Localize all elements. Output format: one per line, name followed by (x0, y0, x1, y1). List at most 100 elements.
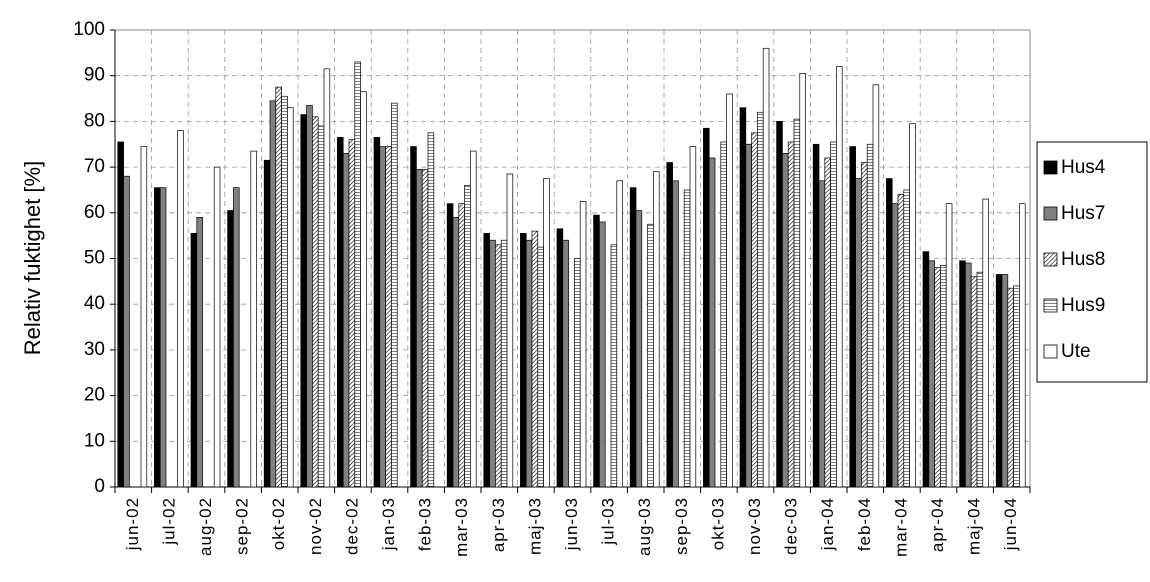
bar (745, 143, 752, 488)
y-tick-label: 100 (73, 19, 105, 40)
legend-label: Hus9 (1061, 295, 1105, 316)
bar (154, 187, 161, 488)
bar (799, 73, 806, 488)
bar (1019, 203, 1026, 488)
bar (312, 116, 319, 488)
x-tick-label: jun-04 (1001, 497, 1020, 551)
legend-label: Ute (1061, 341, 1091, 362)
bar (891, 203, 899, 488)
bar (672, 180, 679, 488)
bar (787, 141, 795, 488)
x-tick-label: nov-03 (745, 497, 764, 555)
bar (965, 262, 972, 488)
legend-swatch (1043, 206, 1058, 221)
bar (500, 239, 508, 488)
bar (866, 143, 874, 488)
bar (410, 146, 417, 488)
legend-swatch (1043, 344, 1058, 359)
bar (520, 233, 527, 488)
bar (762, 47, 770, 488)
y-tick-label: 0 (94, 476, 105, 497)
bar (836, 66, 843, 488)
bar (574, 258, 581, 488)
bar (562, 239, 569, 488)
bar (117, 141, 124, 488)
bar (421, 169, 429, 488)
bar (855, 178, 862, 488)
bar (360, 91, 367, 488)
bar (995, 274, 1003, 488)
bar (629, 187, 637, 488)
bar (287, 107, 294, 488)
bar (928, 260, 935, 488)
bar (140, 146, 148, 488)
bar (227, 210, 234, 488)
bar (635, 210, 643, 488)
bar (776, 121, 783, 488)
bar (903, 189, 910, 488)
x-tick-label: jan-04 (818, 497, 837, 551)
bar (506, 173, 514, 488)
y-tick-label: 70 (84, 156, 105, 177)
y-tick-label: 20 (84, 385, 105, 406)
legend-label: Hus4 (1061, 157, 1106, 178)
bar (379, 146, 386, 488)
bar (824, 157, 831, 488)
x-tick-label: okt-03 (708, 497, 727, 550)
x-tick-label: jun-02 (123, 497, 142, 551)
bar (818, 180, 826, 488)
bar (793, 118, 801, 488)
bar (470, 150, 477, 488)
bar (579, 201, 587, 488)
y-tick-label: 10 (84, 430, 105, 451)
bar (556, 228, 564, 488)
bar (720, 141, 727, 488)
bar (1007, 287, 1014, 488)
bar (269, 100, 277, 488)
bar (683, 189, 691, 488)
bar (959, 260, 966, 488)
x-tick-label: mar-04 (891, 497, 910, 557)
bar (190, 233, 198, 488)
x-tick-label: mar-03 (452, 497, 471, 557)
bar (861, 162, 868, 488)
bar (391, 102, 398, 488)
x-tick-label: apr-03 (489, 497, 508, 552)
bar (537, 246, 544, 488)
x-tick-label: jul-03 (599, 497, 618, 546)
x-tick-label: jun-03 (562, 497, 581, 551)
bar (452, 217, 460, 488)
bar (373, 137, 381, 488)
bar (306, 105, 313, 488)
bar (940, 265, 947, 488)
legend-label: Hus7 (1061, 203, 1105, 224)
bar (647, 223, 654, 488)
y-axis-label: Relativ fuktighet [%] (20, 161, 45, 355)
bar (1001, 274, 1009, 488)
bar (317, 125, 325, 488)
bar (782, 153, 789, 488)
x-tick-label: sep-03 (672, 497, 691, 555)
y-tick-label: 40 (84, 293, 105, 314)
y-tick-label: 50 (84, 248, 105, 269)
bar (196, 217, 203, 488)
legend-swatch (1043, 252, 1058, 267)
bar (945, 203, 953, 488)
bar (354, 61, 361, 488)
bar (323, 68, 331, 488)
bar (250, 150, 257, 488)
bar (812, 143, 820, 488)
bar (653, 171, 660, 488)
x-tick-label: feb-03 (416, 497, 435, 551)
bar (757, 111, 764, 488)
bar (886, 178, 893, 488)
bar (726, 93, 733, 488)
bar (263, 159, 271, 488)
bar (177, 130, 184, 488)
x-tick-label: okt-02 (269, 497, 288, 550)
bar (416, 169, 423, 488)
bar (427, 132, 435, 488)
bar (909, 123, 916, 488)
bar (543, 178, 550, 488)
